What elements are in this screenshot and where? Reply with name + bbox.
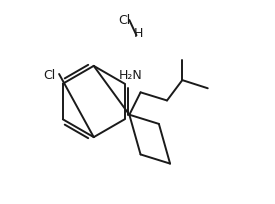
Text: Cl: Cl <box>43 68 55 81</box>
Text: H₂N: H₂N <box>119 68 142 81</box>
Text: Cl: Cl <box>118 13 130 26</box>
Text: H: H <box>134 27 144 40</box>
